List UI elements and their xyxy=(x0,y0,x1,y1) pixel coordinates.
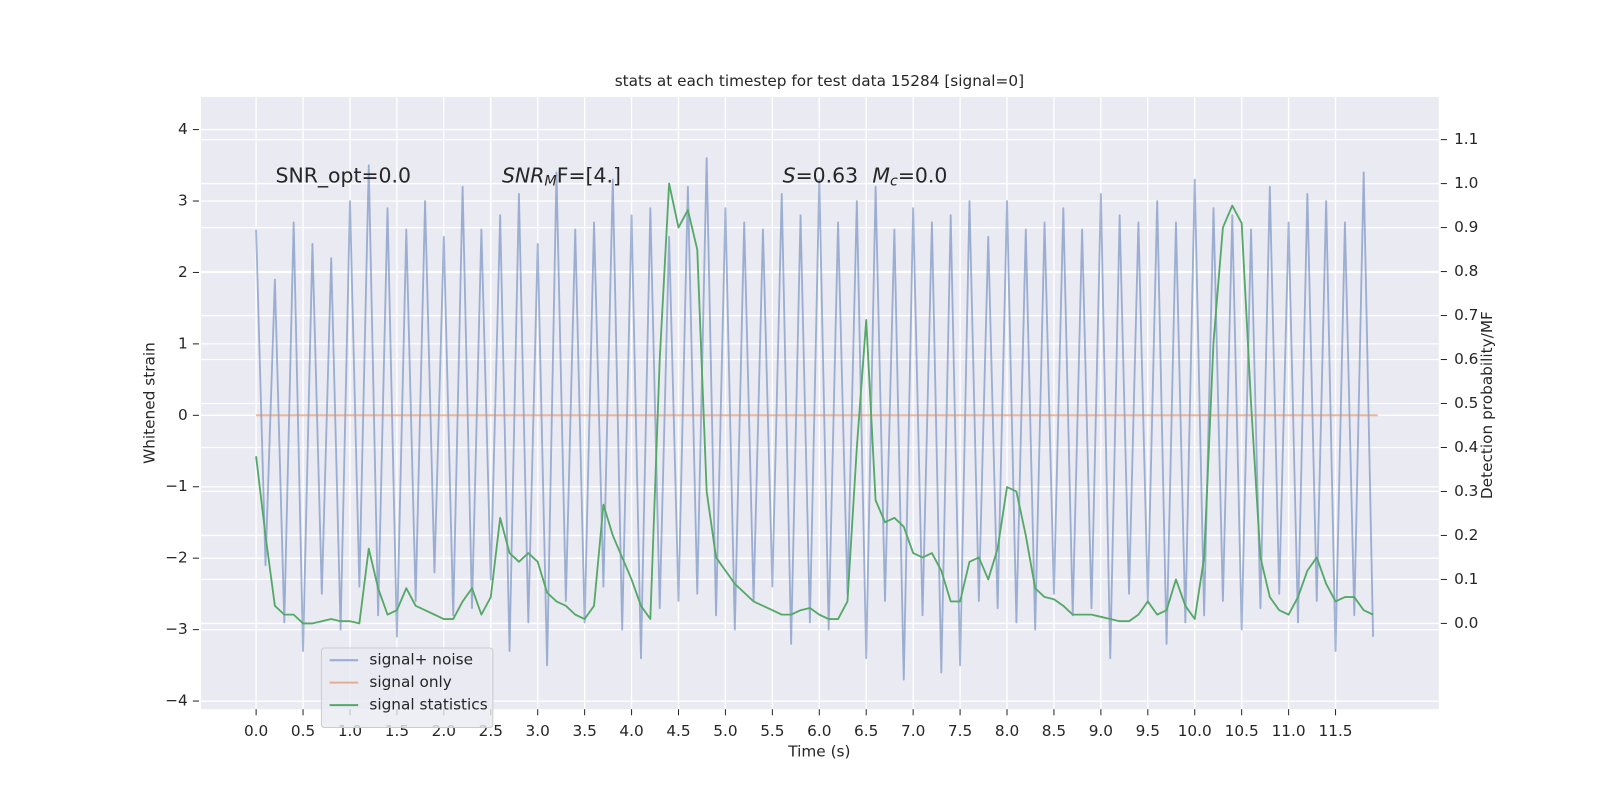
x-tick-label: 9.5 xyxy=(1136,722,1160,740)
y-tick-label: −1 xyxy=(165,477,188,495)
annotation-part: SNR xyxy=(502,164,544,188)
y-tick-label: 0 xyxy=(178,406,188,424)
x-tick-label: 7.5 xyxy=(948,722,972,740)
legend-box xyxy=(320,647,494,729)
y-tick-label: 4 xyxy=(178,120,188,138)
annotation: SNR_opt=0.0 xyxy=(276,164,412,189)
legend-label: signal only xyxy=(369,673,451,691)
y2-tick-label: 0.6 xyxy=(1454,350,1478,368)
series-line xyxy=(255,157,1374,681)
legend: signal+ noise signal only signal statistic… xyxy=(320,647,494,729)
x-tick-label: 5.5 xyxy=(760,722,784,740)
annotation: S=0.63 Mc=0.0 xyxy=(783,164,948,190)
y2-axis-label: Detection probability/MF xyxy=(1478,311,1496,499)
y2-tick-label: 0.9 xyxy=(1454,218,1478,236)
x-tick-label: 10.5 xyxy=(1225,722,1259,740)
y-axis-label: Whitened strain xyxy=(141,342,159,464)
x-tick-label: 7.0 xyxy=(901,722,925,740)
x-tick-label: 11.5 xyxy=(1318,722,1352,740)
x-tick-label: 8.0 xyxy=(995,722,1019,740)
marks xyxy=(255,157,1378,681)
series-line xyxy=(255,182,1374,625)
x-tick-label: 6.0 xyxy=(807,722,831,740)
legend-label: signal statistics xyxy=(369,696,487,714)
annotation: SNRMF=[4.] xyxy=(502,164,621,190)
y2-tick-label: 0.0 xyxy=(1454,614,1478,632)
x-tick-label: 3.0 xyxy=(526,722,550,740)
x-tick-label: 4.5 xyxy=(666,722,690,740)
x-tick-label: 0.0 xyxy=(244,722,268,740)
y2-tick-label: 0.2 xyxy=(1454,526,1478,544)
annotation-part: S xyxy=(783,164,796,188)
y2-tick-label: 0.7 xyxy=(1454,306,1478,324)
x-axis-label: Time (s) xyxy=(787,743,850,761)
annotation-part: F=[4.] xyxy=(557,164,621,188)
y2-tick-label: 1.0 xyxy=(1454,174,1478,192)
x-tick-label: 5.0 xyxy=(713,722,737,740)
x-tick-label: 11.0 xyxy=(1272,722,1306,740)
y-tick-label: −2 xyxy=(165,549,188,567)
legend-label: signal+ noise xyxy=(369,651,473,669)
y2-tick-label: 1.1 xyxy=(1454,130,1478,148)
x-tick-label: 10.0 xyxy=(1178,722,1212,740)
labels: stats at each timestep for test data 152… xyxy=(141,72,1497,760)
y-tick-label: 2 xyxy=(178,263,188,281)
x-tick-label: 0.5 xyxy=(291,722,315,740)
y-tick-label: −4 xyxy=(165,692,188,710)
y2-tick-label: 0.4 xyxy=(1454,438,1478,456)
x-tick-label: 8.5 xyxy=(1042,722,1066,740)
annotation-part: =0.63 xyxy=(796,164,859,188)
y-tick-label: −3 xyxy=(165,620,188,638)
chart-title: stats at each timestep for test data 152… xyxy=(615,72,1024,90)
x-tick-label: 9.0 xyxy=(1089,722,1113,740)
x-tick-label: 3.5 xyxy=(572,722,596,740)
y-tick-label: 1 xyxy=(178,334,188,352)
y-tick-label: 3 xyxy=(178,192,188,210)
x-tick-label: 4.0 xyxy=(619,722,643,740)
y2-tick-label: 0.1 xyxy=(1454,570,1478,588)
annotation-part: =0.0 xyxy=(898,164,948,188)
y2-tick-label: 0.3 xyxy=(1454,482,1478,500)
y2-tick-label: 0.5 xyxy=(1454,394,1478,412)
annotation-part: c xyxy=(890,174,898,190)
x-tick-label: 6.5 xyxy=(854,722,878,740)
annotation-part: M xyxy=(544,174,556,190)
y2-tick-label: 0.8 xyxy=(1454,262,1478,280)
annotation-part: M xyxy=(872,164,890,188)
grid xyxy=(201,96,1439,710)
